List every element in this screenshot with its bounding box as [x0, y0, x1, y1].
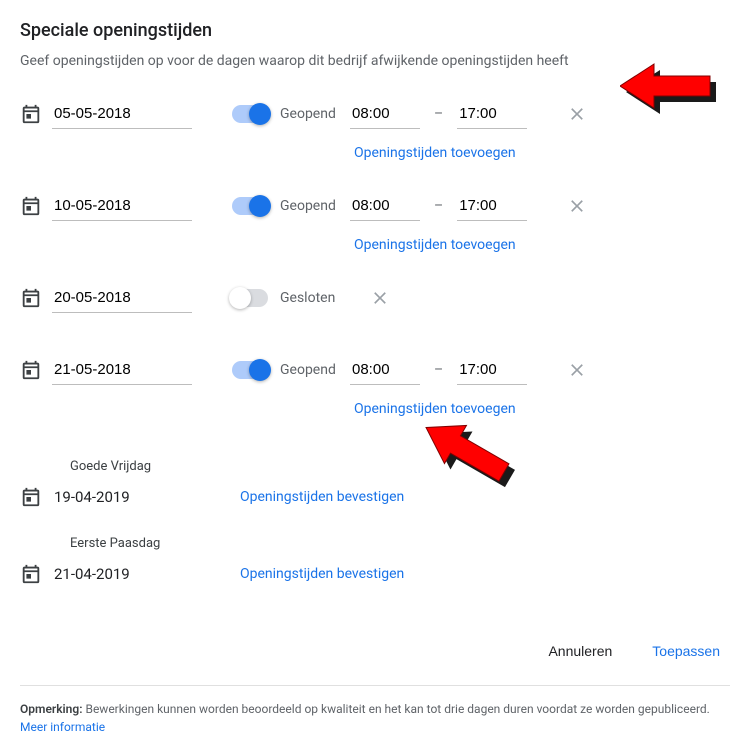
open-time-input[interactable]	[350, 99, 420, 129]
holiday-date: 19-04-2019	[52, 482, 192, 512]
open-time-input[interactable]	[350, 191, 420, 221]
date-input[interactable]	[52, 99, 192, 129]
open-toggle[interactable]	[232, 105, 268, 123]
special-hours-dialog: Speciale openingstijden Geef openingstij…	[20, 20, 730, 736]
add-hours-link[interactable]: Openingstijden toevoegen	[354, 237, 516, 253]
calendar-icon	[20, 103, 42, 125]
date-input[interactable]	[52, 191, 192, 221]
calendar-icon	[20, 195, 42, 217]
remove-row-button[interactable]	[567, 196, 587, 216]
hours-row: Geopend –	[20, 185, 730, 227]
time-separator: –	[434, 106, 443, 122]
open-time-input[interactable]	[350, 355, 420, 385]
holiday-name: Eerste Paasdag	[70, 536, 730, 551]
status-label: Gesloten	[280, 290, 350, 306]
date-input[interactable]	[52, 355, 192, 385]
open-toggle[interactable]	[232, 197, 268, 215]
status-label: Geopend	[280, 106, 350, 122]
more-info-link[interactable]: Meer informatie	[20, 718, 730, 736]
confirm-hours-link[interactable]: Openingstijden bevestigen	[240, 489, 404, 505]
open-toggle[interactable]	[232, 361, 268, 379]
status-label: Geopend	[280, 198, 350, 214]
holiday-row: 19-04-2019 Openingstijden bevestigen	[20, 476, 730, 518]
calendar-icon	[20, 359, 42, 381]
calendar-icon	[20, 563, 42, 585]
confirm-hours-link[interactable]: Openingstijden bevestigen	[240, 566, 404, 582]
hours-row: Geopend –	[20, 93, 730, 135]
time-separator: –	[434, 362, 443, 378]
close-time-input[interactable]	[457, 355, 527, 385]
footer-note: Opmerking: Bewerkingen kunnen worden beo…	[20, 685, 730, 736]
remove-row-button[interactable]	[567, 104, 587, 124]
open-toggle[interactable]	[232, 289, 268, 307]
status-label: Geopend	[280, 362, 350, 378]
dialog-subtitle: Geef openingstijden op voor de dagen waa…	[20, 53, 730, 69]
remove-row-button[interactable]	[370, 288, 390, 308]
close-time-input[interactable]	[457, 191, 527, 221]
add-hours-link[interactable]: Openingstijden toevoegen	[354, 145, 516, 161]
holiday-row: 21-04-2019 Openingstijden bevestigen	[20, 553, 730, 595]
calendar-icon	[20, 486, 42, 508]
remove-row-button[interactable]	[567, 360, 587, 380]
calendar-icon	[20, 287, 42, 309]
holiday-name: Goede Vrijdag	[70, 459, 730, 474]
hours-row: Gesloten	[20, 277, 730, 319]
hours-row: Geopend –	[20, 349, 730, 391]
dialog-title: Speciale openingstijden	[20, 20, 730, 41]
cancel-button[interactable]: Annuleren	[544, 635, 616, 667]
time-separator: –	[434, 198, 443, 214]
holiday-date: 21-04-2019	[52, 559, 192, 589]
date-input[interactable]	[52, 283, 192, 313]
apply-button[interactable]: Toepassen	[648, 635, 724, 667]
close-time-input[interactable]	[457, 99, 527, 129]
note-text: Bewerkingen kunnen worden beoordeeld op …	[82, 702, 709, 716]
add-hours-link[interactable]: Openingstijden toevoegen	[354, 401, 516, 417]
dialog-actions: Annuleren Toepassen	[20, 635, 730, 667]
note-label: Opmerking:	[20, 702, 82, 716]
